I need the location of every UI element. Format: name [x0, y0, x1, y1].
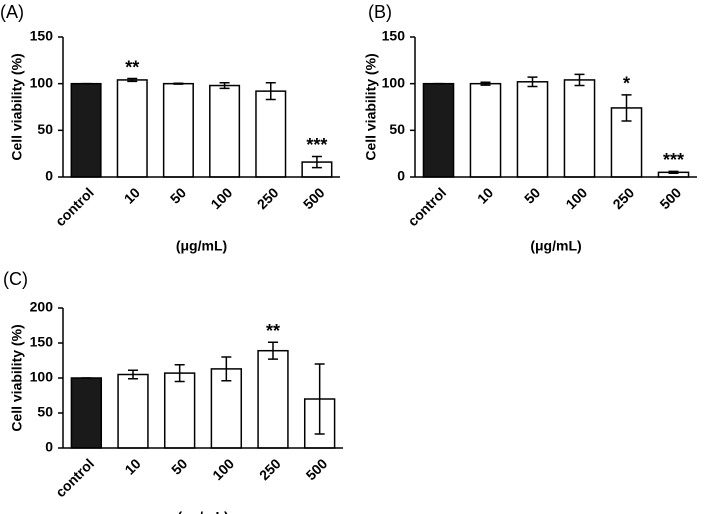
panel-label: (C): [3, 269, 28, 289]
y-tick-label: 0: [45, 168, 53, 184]
error-bar: [219, 81, 230, 90]
panel-label: (A): [0, 2, 24, 22]
error-bar: [128, 369, 138, 380]
significance-label: *: [623, 74, 630, 94]
error-bar: [480, 81, 491, 86]
bar: [257, 349, 289, 449]
y-tick-label: 50: [37, 121, 53, 137]
panel: (C) Cell viability (%) (μg/mL) 0 50 100 150 200…: [3, 269, 343, 514]
y-tick-label: 150: [30, 28, 54, 44]
bar: [163, 372, 196, 449]
error-bar: [621, 94, 632, 122]
x-tick-label: 250: [256, 455, 284, 483]
significance-label: **: [266, 321, 280, 341]
y-tick-label: 150: [382, 28, 406, 44]
y-tick-label: 0: [397, 168, 405, 184]
x-tick-label: 50: [521, 184, 543, 206]
bar: [469, 82, 502, 178]
x-tick-label: 250: [609, 184, 637, 212]
significance-label: ***: [306, 135, 327, 155]
error-bar: [127, 77, 138, 83]
y-tick-label: 50: [389, 121, 405, 137]
bar: [563, 79, 596, 178]
significance-label: ***: [663, 150, 684, 170]
error-bar: [174, 363, 185, 383]
bar: [70, 82, 102, 178]
x-tick-label: 250: [254, 184, 282, 212]
x-tick-label: control: [404, 184, 449, 229]
error-bar: [311, 155, 322, 169]
x-axis-label: (μg/mL): [530, 238, 581, 254]
x-tick-label: 500: [300, 184, 328, 212]
y-axis-label: Cell viability (%): [9, 324, 25, 431]
y-axis-label: Cell viability (%): [9, 53, 25, 160]
error-bar: [668, 170, 679, 175]
x-tick-label: 10: [121, 184, 143, 206]
x-tick-label: 10: [474, 184, 496, 206]
bar: [70, 377, 103, 449]
x-tick-label: 50: [167, 184, 189, 206]
y-tick-label: 100: [30, 369, 54, 385]
panel: (A) Cell viability (%) (μg/mL) 0 50 100 150 con…: [0, 2, 340, 254]
y-axis-label: Cell viability (%): [363, 53, 379, 160]
y-tick-label: 100: [382, 74, 406, 90]
y-tick-label: 200: [30, 299, 54, 315]
bar: [162, 82, 194, 178]
error-bar: [314, 363, 325, 435]
bar: [422, 82, 455, 178]
panel: (B) Cell viability (%) (μg/mL) 0 50 100 150 con…: [363, 2, 697, 254]
error-bar: [574, 73, 585, 87]
x-tick-label: 50: [168, 455, 190, 477]
y-tick-label: 0: [45, 439, 53, 455]
error-bar: [221, 356, 232, 382]
y-tick-label: 150: [30, 334, 54, 350]
bar: [516, 81, 549, 178]
bar: [117, 373, 149, 449]
y-tick-label: 50: [37, 404, 53, 420]
error-bar: [527, 76, 538, 88]
bar: [116, 79, 148, 178]
x-tick-label: control: [52, 184, 97, 229]
x-tick-label: 500: [303, 455, 331, 483]
error-bar: [268, 341, 278, 360]
x-axis-label: (μg/mL): [177, 509, 228, 514]
panel-label: (B): [368, 2, 392, 22]
error-bar: [265, 81, 276, 101]
bar: [255, 90, 287, 178]
significance-label: **: [125, 57, 139, 77]
x-tick-label: 500: [656, 184, 684, 212]
x-tick-label: 100: [209, 455, 237, 483]
x-tick-label: 10: [121, 455, 143, 477]
bar: [209, 84, 241, 178]
x-tick-label: 100: [562, 184, 590, 212]
error-bar: [173, 82, 184, 85]
x-axis-label: (μg/mL): [176, 238, 227, 254]
x-tick-label: control: [52, 455, 97, 500]
y-tick-label: 100: [30, 74, 54, 90]
x-tick-label: 100: [207, 184, 235, 212]
